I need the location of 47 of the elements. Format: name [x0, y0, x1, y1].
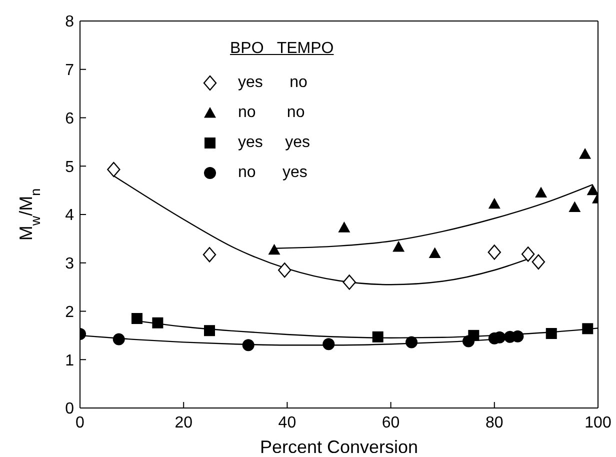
legend-label: no no [238, 104, 305, 122]
point [152, 317, 164, 328]
point [338, 222, 350, 232]
point [582, 323, 594, 334]
point [204, 325, 215, 336]
point [242, 339, 254, 352]
point [278, 262, 292, 278]
x-tick-label: 100 [584, 414, 612, 432]
y-tick-label: 6 [65, 110, 74, 128]
legend-label: yes yes [238, 134, 310, 152]
point [107, 162, 120, 178]
point [568, 201, 581, 212]
point [521, 246, 535, 262]
x-tick-label: 20 [174, 414, 193, 432]
point [488, 198, 500, 209]
x-tick-label: 80 [486, 414, 504, 432]
legend-label: no yes [238, 164, 308, 182]
x-tick-label: 60 [382, 414, 400, 432]
point [268, 244, 280, 255]
point [462, 335, 474, 348]
point [372, 331, 384, 342]
x-tick-label: 40 [278, 414, 296, 432]
y-tick-label: 3 [65, 256, 74, 273]
y-tick-label: 4 [65, 207, 74, 224]
point [112, 333, 125, 346]
x-axis-title: Percent Conversion [260, 437, 418, 457]
y-tick-label: 1 [65, 352, 74, 370]
point [322, 338, 335, 350]
point [406, 336, 418, 348]
point [586, 184, 598, 196]
legend-title: BPO TEMPO [230, 40, 334, 58]
point [579, 148, 592, 159]
point [546, 328, 557, 340]
point [202, 247, 216, 262]
point [532, 254, 546, 270]
y-tick-label: 7 [65, 62, 74, 80]
point [131, 313, 142, 324]
y-tick-label: 8 [65, 14, 74, 31]
y-tick-label: 5 [65, 158, 74, 176]
point [535, 186, 548, 198]
point [428, 247, 441, 258]
legend-label: yes no [238, 74, 308, 92]
point [488, 244, 501, 260]
point [392, 240, 405, 252]
y-tick-label: 2 [65, 304, 74, 321]
y-tick-label: 0 [65, 400, 74, 418]
point [342, 274, 356, 290]
